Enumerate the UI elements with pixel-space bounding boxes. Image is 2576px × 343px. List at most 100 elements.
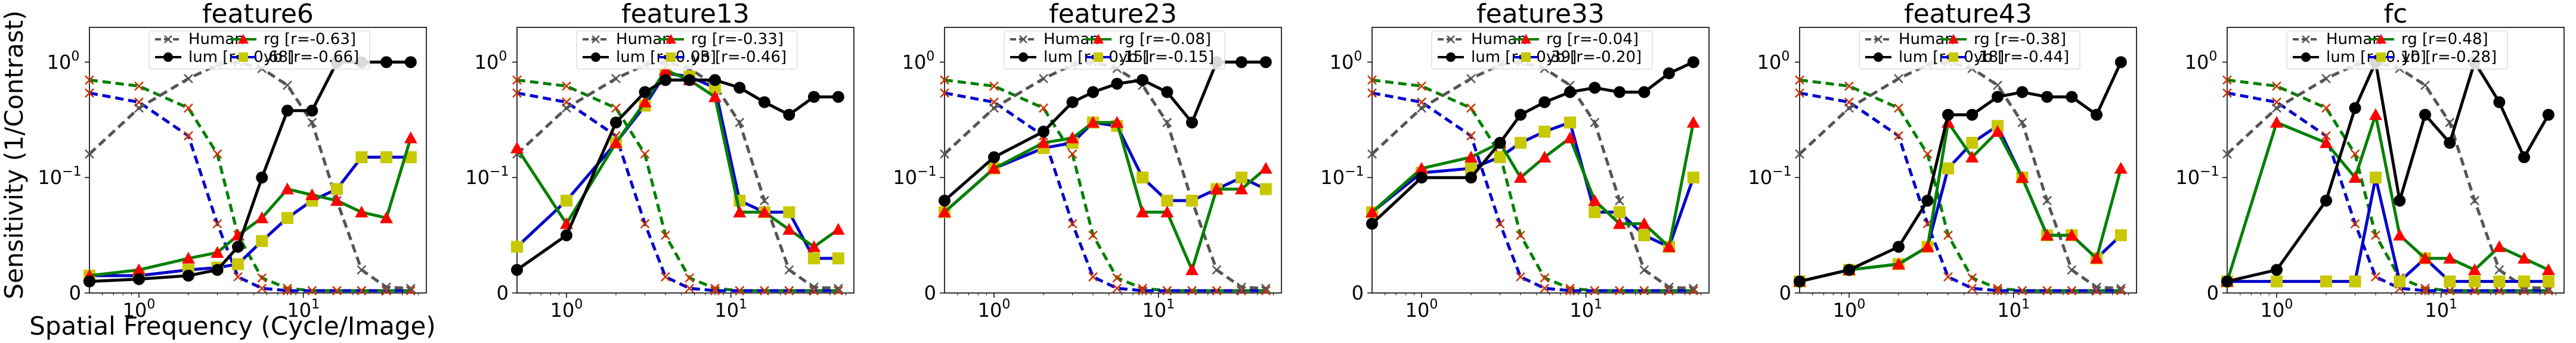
point-yb_human [357,286,367,296]
x-tick-label: 100 [2261,297,2293,322]
point-Human [2420,80,2430,91]
point-yb_human [1212,286,1222,296]
point-yb [1235,172,1247,184]
point-yb_human [307,286,317,296]
point-rg [1036,136,1050,148]
point-rg [1066,131,1079,144]
point-rg [255,211,269,223]
point-yb_human [2420,286,2430,296]
legend-marker-yb [1094,52,1103,62]
point-yb [1638,229,1651,242]
point-rg_human [2272,81,2281,91]
point-yb_human [2067,286,2077,296]
point-rg [2114,161,2128,174]
legend-marker-rg [665,34,676,44]
point-Human [2470,196,2479,205]
legend-label-yb: yb [r=-0.66] [264,48,359,66]
series-line-yb_human [1371,91,1693,292]
point-rg [1637,217,1651,229]
point-Human [1664,282,1674,292]
series-line-yb_human [1799,91,2121,292]
y-tick-label: 100 [475,49,507,73]
legend-marker-human [1019,35,1027,43]
point-yb_human [2321,131,2331,141]
point-yb_human [1187,286,1197,296]
x-tick-label: 100 [123,297,156,322]
point-yb [1563,116,1576,129]
legend-marker-lum [591,52,600,62]
point-Human [283,80,292,91]
legend-marker-rg [1521,34,1531,44]
point-rg_human [1894,103,1903,113]
x-tick-label: 100 [978,297,1011,322]
x-tick-label: 101 [1569,297,1602,322]
point-yb [1259,183,1272,195]
point-Human [989,103,999,113]
series-line-yb_human [89,91,411,292]
point-rg [1662,240,1676,252]
point-yb_human [2350,219,2360,229]
point-yb [1465,162,1477,174]
y-tick-label: 10−1 [38,164,81,189]
point-rg_human [611,103,621,113]
point-lum [1638,86,1651,98]
point-rg_human [85,75,94,85]
y-tick-label: 100 [47,49,80,73]
legend-marker-yb [239,52,248,62]
point-Human [382,282,391,292]
point-rg [404,131,417,144]
point-yb_human [661,272,670,282]
series-line-rg_human [2227,78,2549,292]
x-tick-label: 101 [714,297,747,322]
point-rg [2319,136,2333,148]
point-lum [1366,217,1378,230]
point-rg_human [1039,103,1048,113]
point-Human [307,117,317,127]
point-Human [833,283,843,294]
point-rg [708,90,722,102]
point-rg [1921,240,1934,252]
point-lum [1111,77,1123,90]
point-Human [357,265,367,275]
point-rg [210,246,224,258]
point-yb [2518,275,2530,288]
point-yb_human [1495,219,1505,229]
axes-frame [1799,27,2137,294]
point-yb_human [1466,131,1476,141]
point-lum [1843,264,1855,276]
point-rg [1965,151,1979,163]
point-rg [2541,263,2555,276]
point-rg [1110,116,1124,128]
series-line-Human [88,60,411,290]
series-line-Human [2226,60,2549,290]
point-Human [2222,149,2232,159]
point-rg_human [661,230,670,240]
legend-label-rg: rg [r=0.48] [2401,30,2488,48]
point-Human [2067,265,2077,275]
point-lum [1921,194,1934,207]
point-Human [1237,282,1246,292]
point-rg [938,205,951,218]
point-yb_human [1112,283,1122,294]
legend-box [148,30,370,70]
y-tick-label: 100 [2185,49,2218,73]
point-yb [1613,206,1626,219]
point-lum [2066,91,2078,103]
point-rg [2517,251,2531,264]
y-tick-label: 0 [497,282,509,304]
point-rg [2065,229,2079,241]
point-lum [1185,116,1198,129]
legend-marker-yb [1521,52,1531,62]
point-yb [2369,172,2382,184]
point-rg [355,205,369,218]
legend-marker-yb [666,52,676,62]
series-line-lum [89,60,411,283]
point-yb [511,241,523,253]
point-rg [1513,171,1527,183]
point-rg_human [2371,230,2380,240]
point-yb [1966,136,1979,149]
